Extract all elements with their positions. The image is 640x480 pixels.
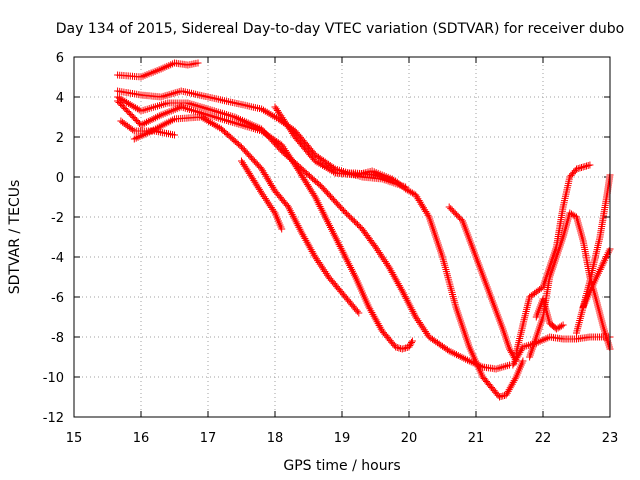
chart-title: Day 134 of 2015, Sidereal Day-to-day VTE… <box>56 21 624 37</box>
series-track-i <box>331 167 396 183</box>
x-tick-label: 23 <box>602 431 619 446</box>
series-track-g <box>238 157 286 233</box>
y-tick-label: 0 <box>56 171 64 186</box>
plot-frame <box>73 56 611 418</box>
y-tick-label: 6 <box>56 51 64 66</box>
y-tick-label: -6 <box>51 291 64 306</box>
series-markers <box>238 157 286 233</box>
series-markers <box>114 97 416 353</box>
series-markers <box>445 203 520 365</box>
x-tick-label: 15 <box>66 431 83 446</box>
y-tick-label: 4 <box>56 91 64 106</box>
x-tick-label: 21 <box>468 431 485 446</box>
x-tick-label: 20 <box>401 431 418 446</box>
tick-labels: 15 16 17 18 19 20 21 22 23 -12 -10 -8 -6 -4 -2 0 2 4 6 <box>43 51 619 446</box>
plot-area <box>114 59 614 401</box>
x-tick-label: 22 <box>535 431 552 446</box>
series-track-f <box>130 113 363 317</box>
series-track-d <box>114 97 416 353</box>
y-tick-label: -4 <box>51 251 64 266</box>
series-markers <box>114 59 202 81</box>
series-track-n <box>532 295 567 333</box>
series-track-a <box>114 59 202 81</box>
y-tick-label: -2 <box>51 211 64 226</box>
x-tick-label: 17 <box>200 431 217 446</box>
x-axis-label: GPS time / hours <box>283 458 400 474</box>
series-track-l <box>512 161 594 357</box>
y-axis-label: SDTVAR / TECUs <box>7 180 23 295</box>
series-markers <box>532 295 567 333</box>
y-tick-label: -10 <box>43 371 64 386</box>
series-track-k <box>509 333 614 369</box>
series-track-p <box>579 245 614 311</box>
series-markers <box>130 113 363 317</box>
series-markers <box>331 167 396 183</box>
y-tick-label: -12 <box>43 411 64 426</box>
x-tick-label: 19 <box>334 431 351 446</box>
y-tick-label: 2 <box>56 131 64 146</box>
x-tick-label: 18 <box>267 431 284 446</box>
y-tick-label: -8 <box>51 331 64 346</box>
series-track-j <box>445 203 520 365</box>
x-tick-label: 16 <box>133 431 150 446</box>
series-markers <box>579 245 614 311</box>
series-markers <box>509 333 614 369</box>
